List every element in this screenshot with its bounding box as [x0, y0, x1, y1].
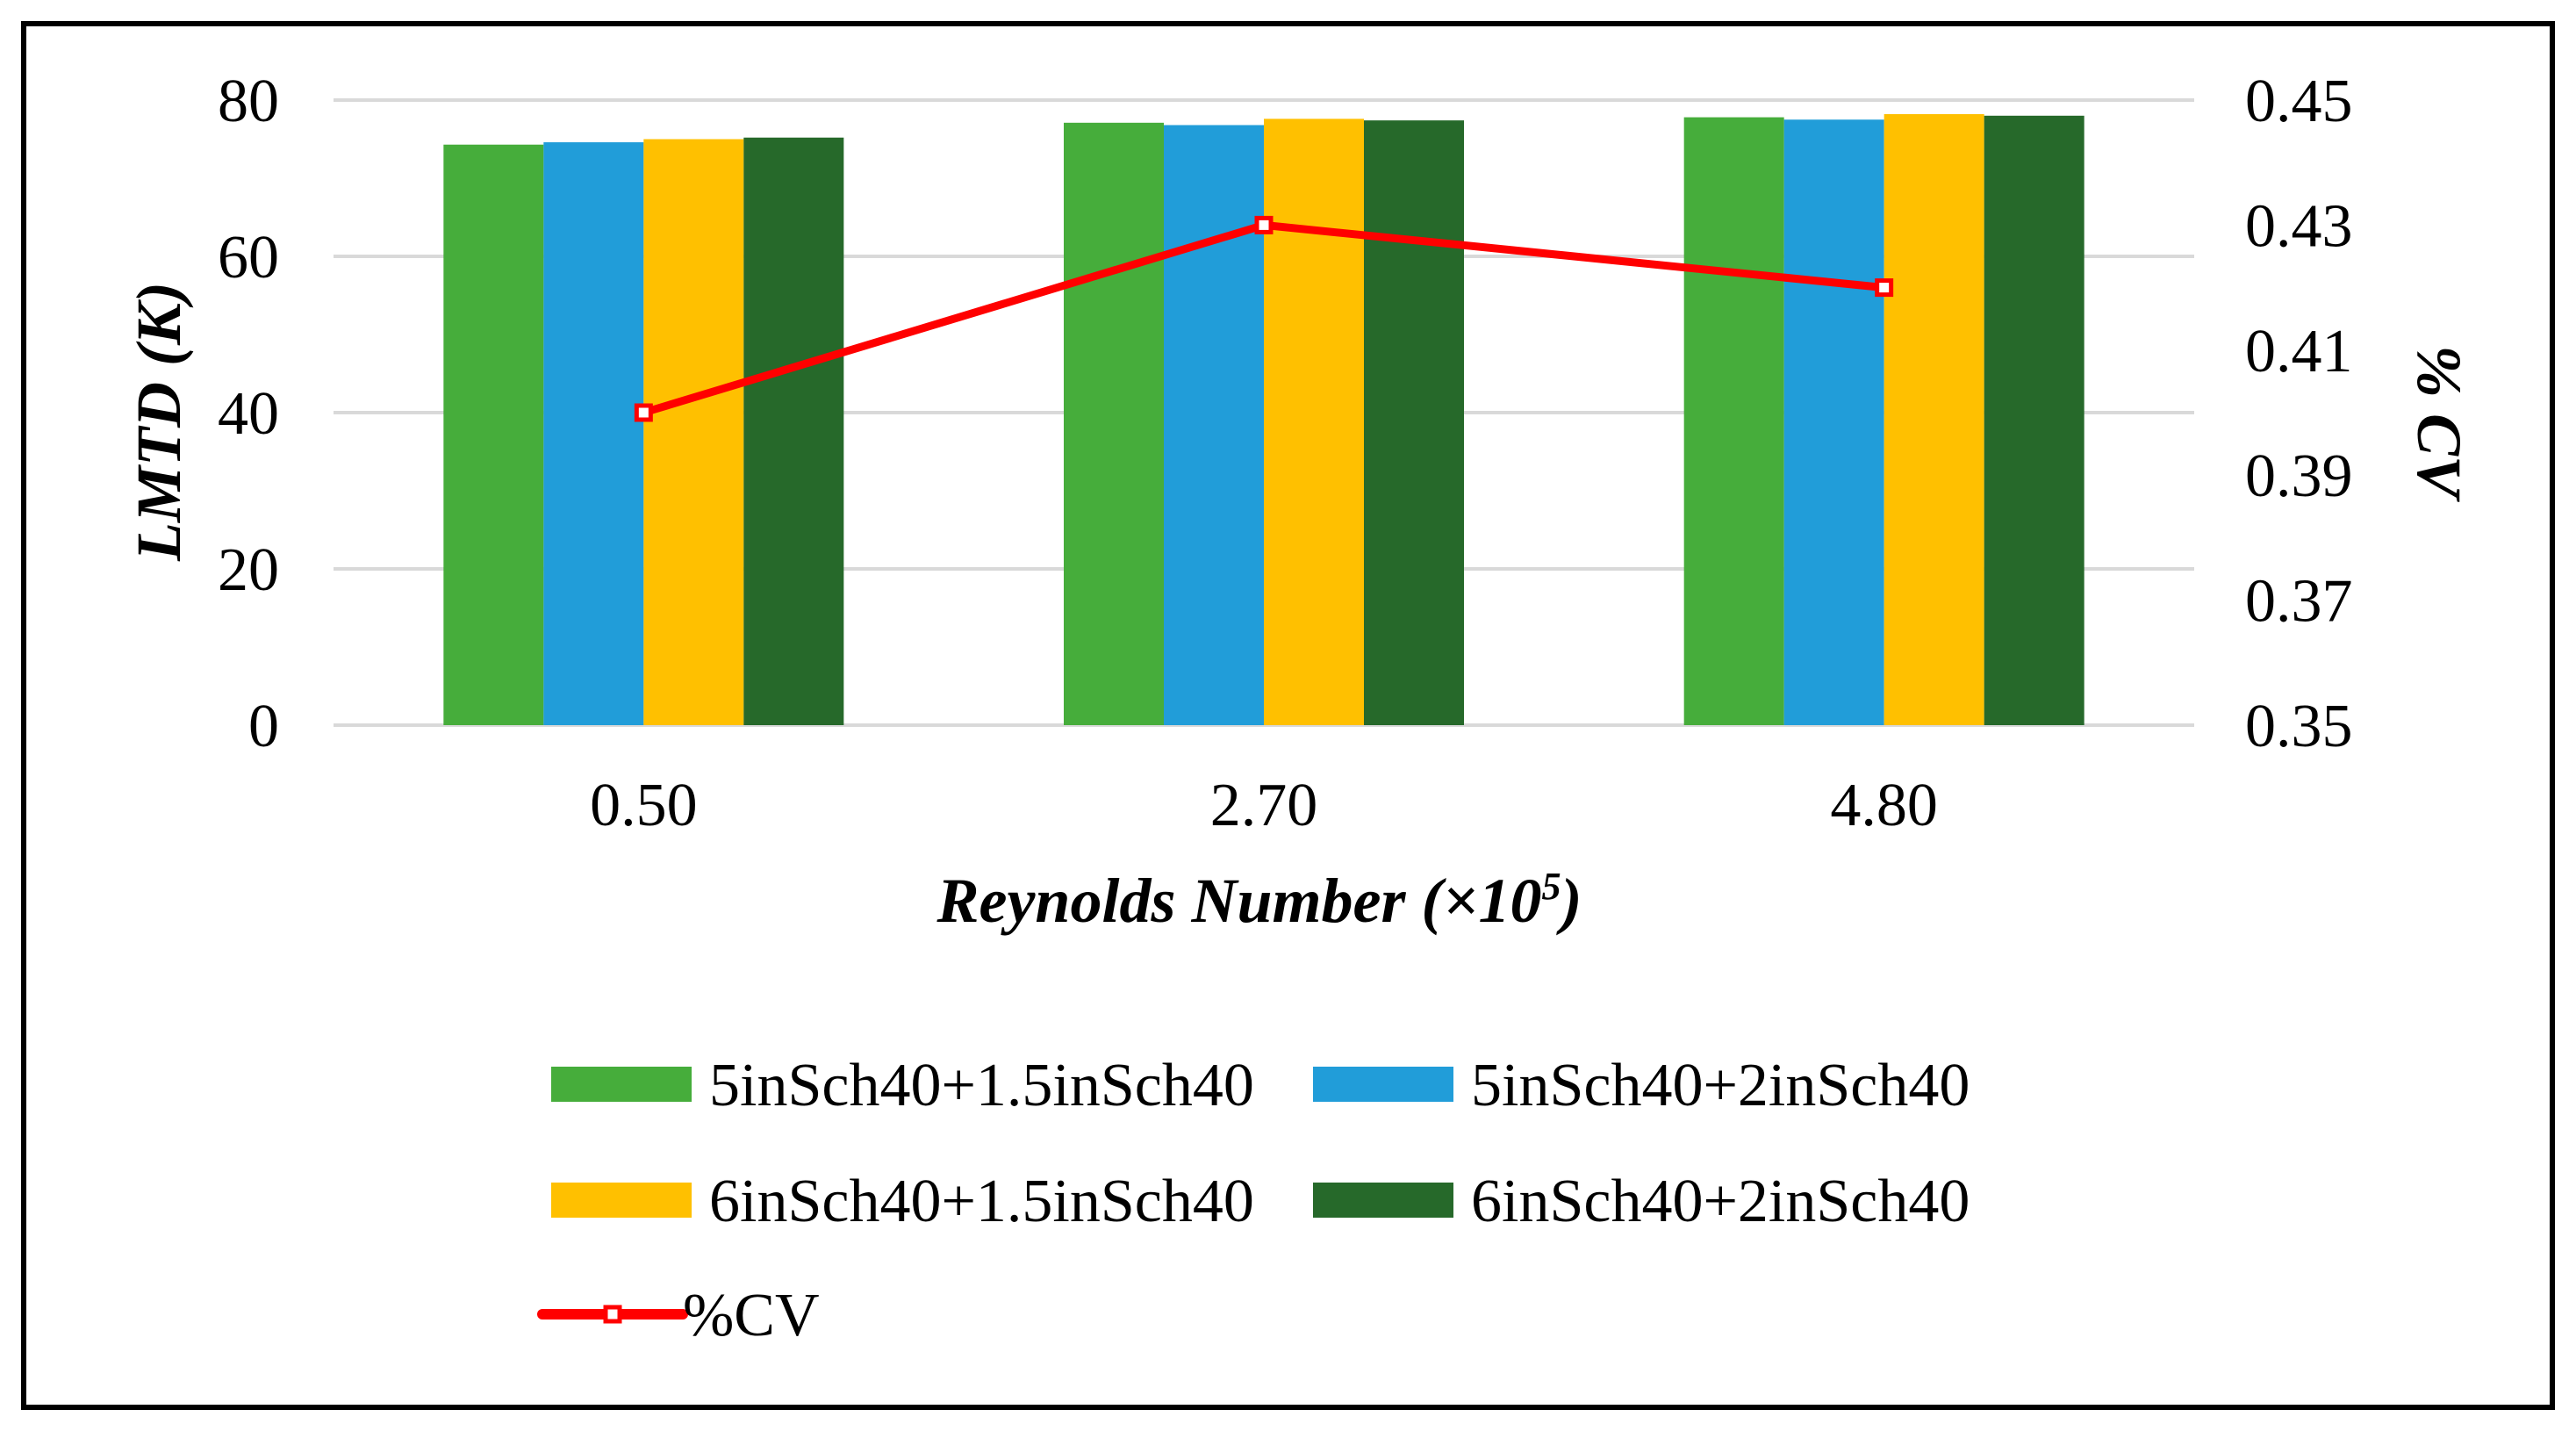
x-axis-title-main: Reynolds Number (×10 — [936, 866, 1541, 936]
bar-series1-cat1 — [443, 144, 544, 726]
x-axis-title-sup: 5 — [1542, 865, 1561, 908]
legend: 5inSch40+1.5inSch40 5inSch40+2inSch40 6inS… — [537, 1052, 1970, 1349]
bar-group — [443, 114, 2084, 726]
bar-series4-cat3 — [1984, 115, 2084, 726]
bar-series4-cat2 — [1364, 120, 1464, 725]
legend-swatch-2 — [1313, 1067, 1453, 1102]
x-tick-label: 4.80 — [1830, 772, 1938, 839]
bar-series3-cat3 — [1884, 114, 1984, 725]
legend-label-1: 5inSch40+1.5inSch40 — [709, 1052, 1254, 1119]
x-axis-title: Reynolds Number (×105) — [936, 865, 1582, 936]
y-axis-right-ticks: 0.35 0.37 0.39 0.41 0.43 0.45 — [2245, 68, 2353, 760]
legend-label-cv: %CV — [683, 1282, 820, 1349]
y2-tick-label: 0.43 — [2245, 192, 2353, 260]
y-axis-title: LMTD (K) — [124, 282, 194, 562]
legend-swatch-3 — [551, 1183, 692, 1218]
y-tick-label: 40 — [218, 380, 279, 448]
cv-marker-2 — [1254, 215, 1274, 234]
y2-tick-label: 0.39 — [2245, 442, 2353, 510]
cv-marker-3 — [1875, 278, 1894, 298]
y2-tick-label: 0.35 — [2245, 693, 2353, 760]
y-tick-label: 60 — [218, 224, 279, 291]
bar-series2-cat1 — [543, 142, 644, 725]
legend-label-2: 5inSch40+2inSch40 — [1471, 1052, 1970, 1119]
y-tick-label: 0 — [248, 693, 279, 760]
legend-label-3: 6inSch40+1.5inSch40 — [709, 1168, 1254, 1235]
cv-line-group — [634, 215, 1894, 422]
y-tick-label: 80 — [218, 68, 279, 135]
legend-swatch-1 — [551, 1067, 692, 1102]
x-axis-ticks: 0.50 2.70 4.80 — [590, 772, 1938, 839]
bar-series3-cat1 — [643, 139, 744, 725]
x-tick-label: 0.50 — [590, 772, 698, 839]
bar-series1-cat3 — [1683, 117, 1784, 725]
y2-axis-title: % CV — [2404, 345, 2474, 502]
cv-marker-1 — [634, 403, 653, 422]
legend-label-4: 6inSch40+2inSch40 — [1471, 1168, 1970, 1235]
y2-tick-label: 0.41 — [2245, 318, 2353, 385]
bar-series4-cat1 — [743, 137, 844, 726]
bar-series3-cat2 — [1264, 119, 1364, 726]
bar-series2-cat2 — [1164, 125, 1264, 726]
legend-line-marker — [603, 1305, 622, 1324]
legend-swatch-4 — [1313, 1183, 1453, 1218]
bar-series1-cat2 — [1064, 122, 1164, 725]
y2-tick-label: 0.37 — [2245, 568, 2353, 636]
x-tick-label: 2.70 — [1210, 772, 1318, 839]
bar-series2-cat3 — [1783, 119, 1884, 725]
y-axis-left-ticks: 0 20 40 60 80 — [218, 68, 279, 760]
y2-tick-label: 0.45 — [2245, 68, 2353, 135]
y-tick-label: 20 — [218, 536, 279, 604]
